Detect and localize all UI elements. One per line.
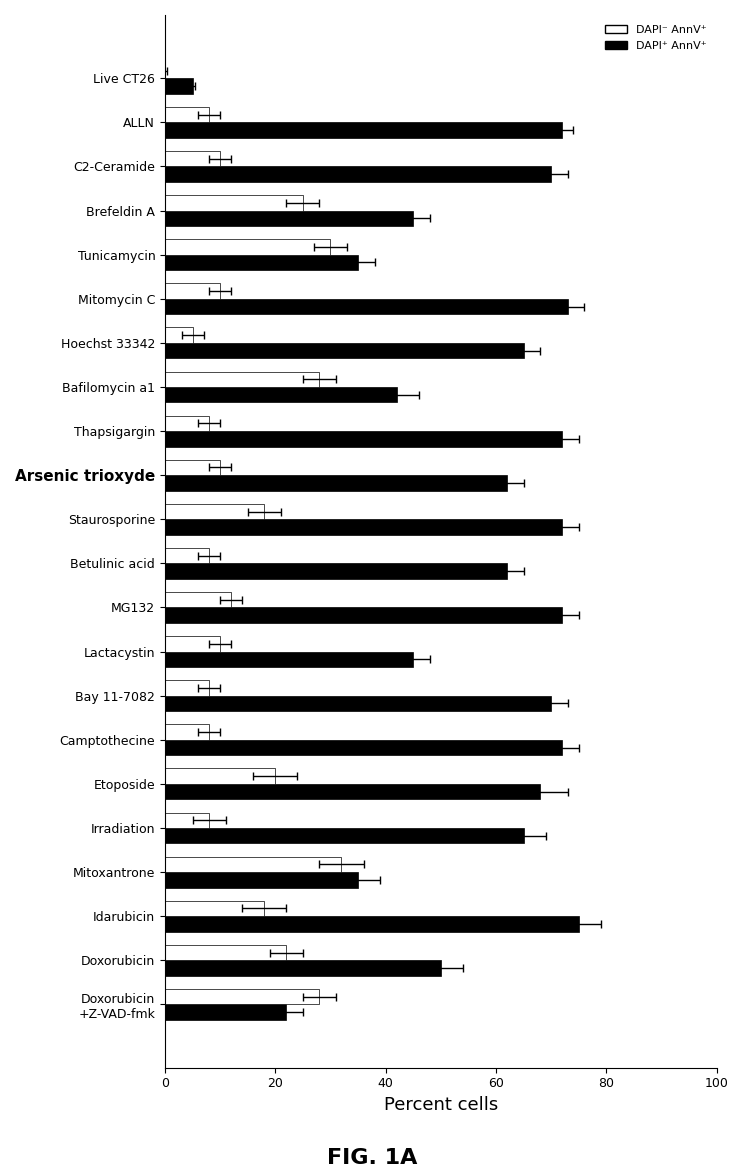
Bar [165, 873, 358, 888]
Bar [165, 327, 192, 343]
Bar [165, 901, 264, 916]
Bar [165, 387, 396, 402]
Bar [165, 768, 275, 784]
Bar [165, 548, 209, 563]
Bar [165, 122, 562, 138]
Bar [165, 608, 562, 623]
Bar [165, 520, 562, 535]
Bar [165, 239, 330, 255]
Bar [165, 167, 551, 182]
Text: FIG. 1A: FIG. 1A [326, 1148, 417, 1168]
Bar [165, 944, 286, 961]
Bar [165, 592, 231, 608]
Bar [165, 151, 220, 167]
Bar [165, 432, 562, 447]
X-axis label: Percent cells: Percent cells [383, 1096, 498, 1114]
Bar [165, 784, 539, 800]
Bar [165, 916, 578, 931]
Bar [165, 828, 523, 843]
Bar [165, 343, 523, 359]
Bar [165, 372, 319, 387]
Bar [165, 299, 567, 314]
Bar [165, 696, 551, 711]
Bar [165, 195, 302, 211]
Bar [165, 740, 562, 755]
Bar [165, 563, 507, 579]
Bar [165, 813, 209, 828]
Bar [165, 856, 341, 873]
Bar [165, 79, 192, 94]
Bar [165, 724, 209, 740]
Bar [165, 1004, 286, 1020]
Bar [165, 636, 220, 652]
Bar [165, 475, 507, 490]
Bar [165, 503, 264, 520]
Bar [165, 211, 413, 226]
Bar [165, 283, 220, 299]
Bar [165, 652, 413, 667]
Bar [165, 680, 209, 696]
Bar [165, 460, 220, 475]
Bar [165, 255, 358, 270]
Bar [165, 961, 441, 976]
Bar [165, 415, 209, 432]
Bar [165, 107, 209, 122]
Bar [165, 989, 319, 1004]
Legend: DAPI⁻ AnnV⁺, DAPI⁺ AnnV⁺: DAPI⁻ AnnV⁺, DAPI⁺ AnnV⁺ [600, 20, 710, 55]
